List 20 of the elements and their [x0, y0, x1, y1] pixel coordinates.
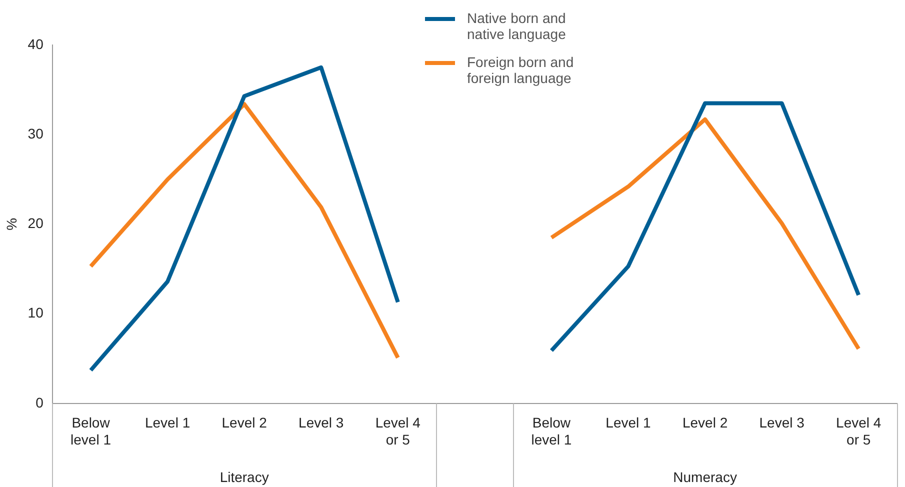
y-tick-label: 40: [28, 36, 44, 52]
legend-label: Native born and native language: [467, 10, 567, 42]
y-tick-label: 0: [36, 394, 44, 410]
legend-label: Foreign born and foreign language: [467, 54, 575, 86]
text: Numeracy: [673, 468, 737, 485]
x-tick-label: Level 4 or 5: [836, 414, 882, 448]
text: Literacy: [220, 468, 269, 485]
x-tick-label: Level 2: [682, 414, 728, 431]
x-tick-label: Level 3: [759, 414, 805, 431]
x-tick-label: Level 1: [144, 414, 190, 431]
y-tick-label: 30: [28, 125, 44, 142]
y-tick-label: 10: [28, 304, 44, 321]
x-tick-label: Level 2: [222, 414, 268, 431]
y-tick-label: 20: [28, 215, 44, 232]
x-tick-label: Level 4 or 5: [375, 414, 421, 448]
x-tick-label: Below level 1: [531, 414, 572, 448]
x-tick-label: Level 3: [298, 414, 344, 431]
x-tick-label: Below level 1: [70, 414, 112, 448]
x-tick-label: Level 1: [606, 414, 652, 431]
y-axis-title: %: [3, 218, 20, 230]
